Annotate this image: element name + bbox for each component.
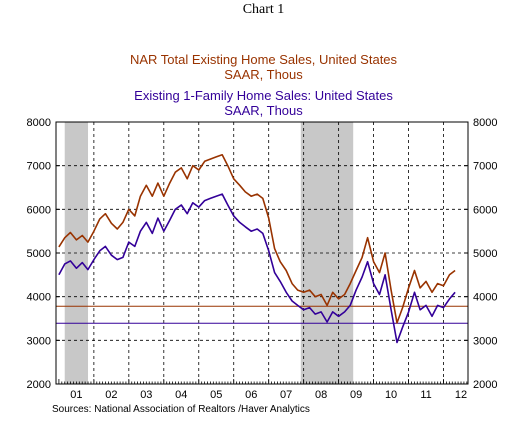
- y-tick-label-right: 8000: [473, 117, 497, 129]
- legend-series2-title: Existing 1-Family Home Sales: United Sta…: [134, 88, 393, 103]
- x-tick-label: 11: [420, 389, 431, 401]
- x-tick-label: 02: [105, 389, 117, 401]
- x-tick-label: 05: [210, 389, 222, 401]
- x-tick-label: 01: [70, 389, 82, 401]
- legend-series2-units: SAAR, Thous: [224, 103, 303, 118]
- y-tick-label-left: 7000: [27, 161, 51, 173]
- y-tick-label-left: 5000: [27, 248, 51, 260]
- y-tick-label-right: 5000: [473, 248, 497, 260]
- x-tick-label: 10: [385, 389, 397, 401]
- legend-series1-units: SAAR, Thous: [224, 67, 303, 82]
- y-tick-label-left: 3000: [27, 335, 51, 347]
- series-lines: [58, 154, 456, 344]
- y-axis-right-labels: 2000 3000 4000 5000 6000 7000 8000: [473, 117, 497, 391]
- y-tick-label-left: 8000: [27, 117, 51, 129]
- x-tick-label: 09: [350, 389, 362, 401]
- reference-lines: [56, 305, 468, 324]
- y-tick-label-left: 2000: [27, 379, 51, 391]
- legend-series1-title: NAR Total Existing Home Sales, United St…: [129, 52, 398, 67]
- y-tick-label-left: 6000: [27, 204, 51, 216]
- y-tick-label-left: 4000: [27, 292, 51, 304]
- grid-lines: [56, 122, 468, 384]
- y-tick-label-right: 7000: [473, 161, 497, 173]
- y-tick-label-right: 3000: [473, 335, 497, 347]
- y-tick-label-right: 6000: [473, 204, 497, 216]
- axis-ticks: [56, 121, 468, 385]
- series-line-1: [58, 154, 456, 324]
- y-tick-label-right: 4000: [473, 292, 497, 304]
- x-tick-label: 03: [140, 389, 152, 401]
- x-tick-label: 04: [175, 389, 187, 401]
- series-line-2: [58, 193, 456, 344]
- x-tick-label: 12: [455, 389, 467, 401]
- y-tick-label-right: 2000: [473, 379, 497, 391]
- x-tick-label: 06: [245, 389, 257, 401]
- source-note: Sources: National Association of Realtor…: [52, 404, 310, 415]
- x-tick-label: 08: [315, 389, 327, 401]
- y-axis-left-labels: 2000 3000 4000 5000 6000 7000 8000: [27, 117, 51, 391]
- chart-header: Chart 1: [242, 2, 285, 17]
- x-tick-label: 07: [280, 389, 292, 401]
- x-axis-labels: 01 02 03 04 05 06 07 08 09 10 11 12: [70, 389, 467, 401]
